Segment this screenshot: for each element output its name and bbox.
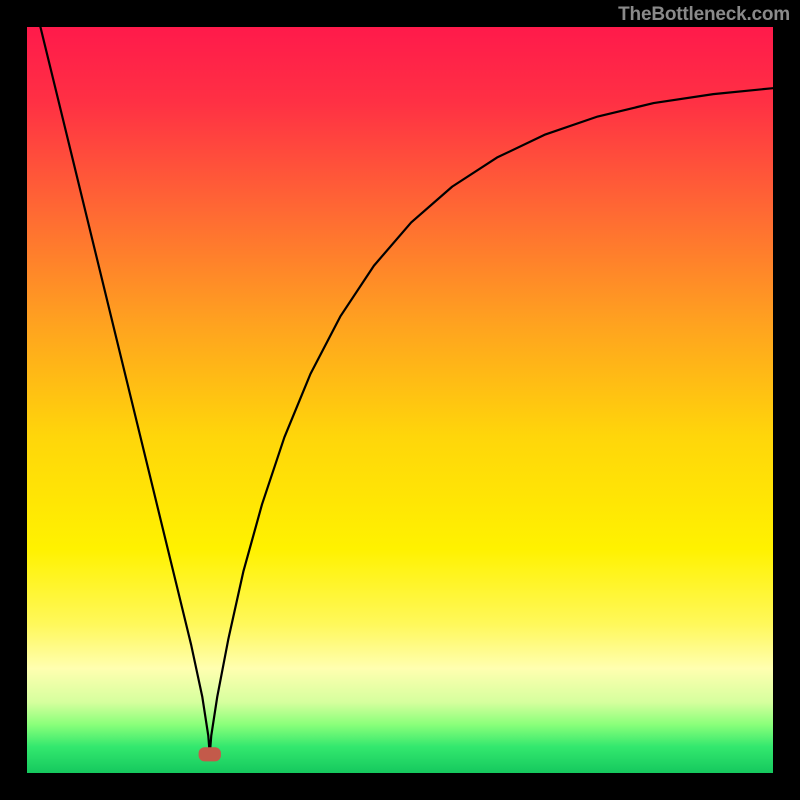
bottleneck-curve-chart xyxy=(27,27,773,773)
watermark-label: TheBottleneck.com xyxy=(618,4,790,26)
plot-area xyxy=(27,27,773,773)
gradient-background xyxy=(27,27,773,773)
chart-frame: TheBottleneck.com xyxy=(0,0,800,800)
optimal-point-marker xyxy=(199,747,221,761)
